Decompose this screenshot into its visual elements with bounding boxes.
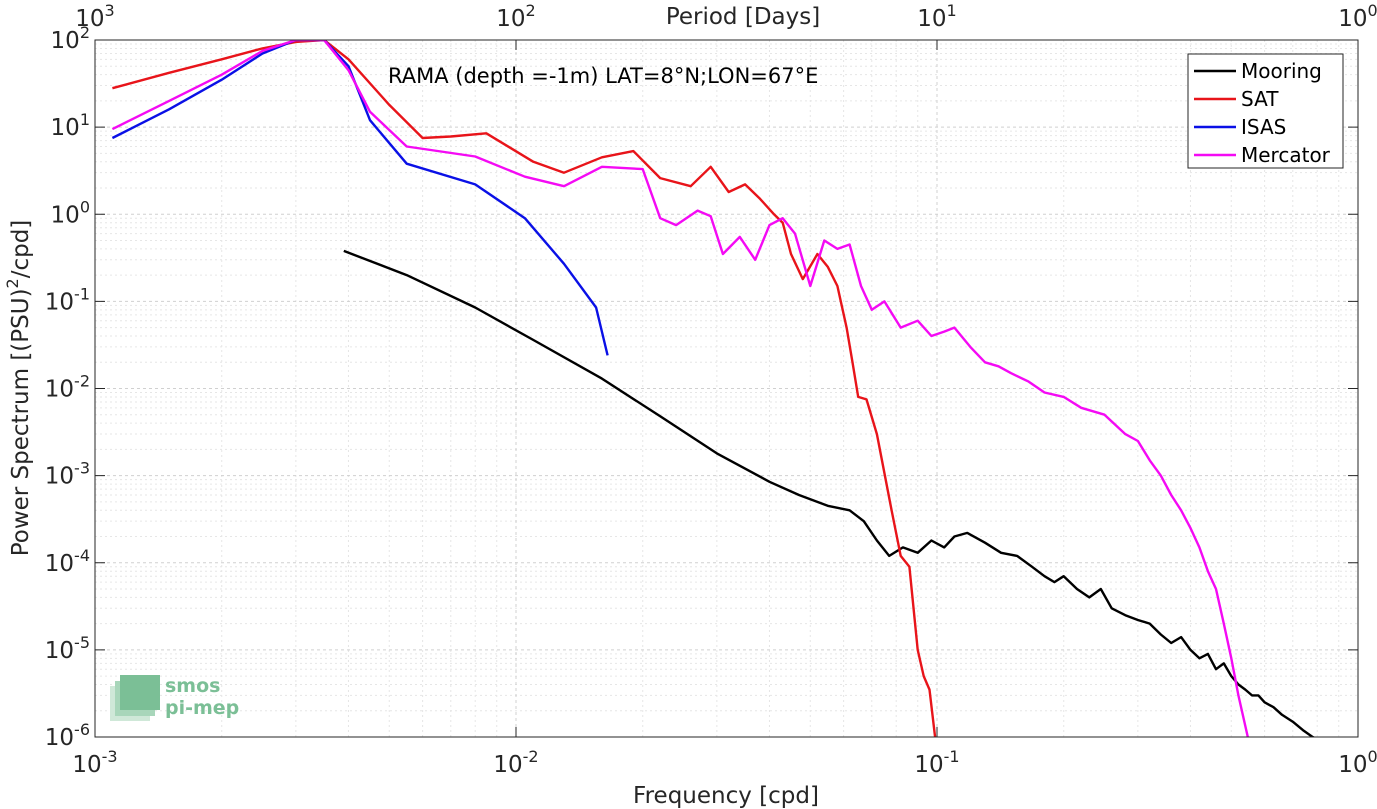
top-axis-label: Period [Days] bbox=[666, 4, 820, 30]
legend-label-mercator: Mercator bbox=[1241, 143, 1331, 167]
series-line-mercator bbox=[111, 40, 1250, 737]
top-tick-label: 101 bbox=[917, 1, 956, 32]
y-axis-label-main: Power Spectrum [(PSU) bbox=[8, 288, 34, 556]
chart-annotation: RAMA (depth =-1m) LAT=8°N;LON=67°E bbox=[388, 64, 818, 88]
y-tick-label: 10-3 bbox=[45, 459, 90, 490]
legend: Mooring SAT ISAS Mercator bbox=[1187, 53, 1344, 169]
logo-line-2: pi-mep bbox=[165, 697, 239, 719]
x-tick-label: 10-3 bbox=[72, 747, 117, 778]
top-tick-label: 102 bbox=[496, 1, 535, 32]
y-axis-label: Power Spectrum [(PSU)2/cpd] bbox=[3, 220, 34, 557]
x-tick-label: 10-2 bbox=[493, 747, 538, 778]
series-layer bbox=[111, 40, 1316, 737]
series-line-sat bbox=[112, 40, 937, 737]
x-tick-label: 10-1 bbox=[914, 747, 959, 778]
tick-marks bbox=[94, 39, 1359, 738]
y-tick-label: 100 bbox=[51, 197, 90, 228]
y-tick-label: 102 bbox=[51, 23, 90, 54]
y-tick-label: 10-1 bbox=[45, 284, 90, 315]
series-line-mooring bbox=[343, 249, 1316, 737]
smos-pi-mep-logo: smos pi-mep bbox=[110, 675, 239, 721]
top-tick-label: 103 bbox=[75, 1, 114, 32]
logo-line-1: smos bbox=[165, 675, 220, 697]
y-tick-label: 10-4 bbox=[45, 546, 90, 577]
top-tick-label: 100 bbox=[1338, 1, 1377, 32]
y-tick-label: 10-6 bbox=[45, 720, 90, 751]
y-tick-label: 10-5 bbox=[45, 633, 90, 664]
y-tick-label: 10-2 bbox=[45, 372, 90, 403]
x-tick-label: 100 bbox=[1338, 747, 1377, 778]
legend-label-mooring: Mooring bbox=[1241, 59, 1322, 83]
minor-grid bbox=[95, 40, 1358, 737]
y-axis-label-sup: 2 bbox=[3, 278, 22, 288]
legend-label-sat: SAT bbox=[1241, 87, 1279, 111]
y-tick-label: 101 bbox=[51, 110, 90, 141]
x-axis-label: Frequency [cpd] bbox=[633, 783, 819, 809]
y-axis-label-tail: /cpd] bbox=[8, 220, 34, 279]
legend-label-isas: ISAS bbox=[1241, 115, 1286, 139]
legend-box bbox=[1187, 53, 1344, 169]
